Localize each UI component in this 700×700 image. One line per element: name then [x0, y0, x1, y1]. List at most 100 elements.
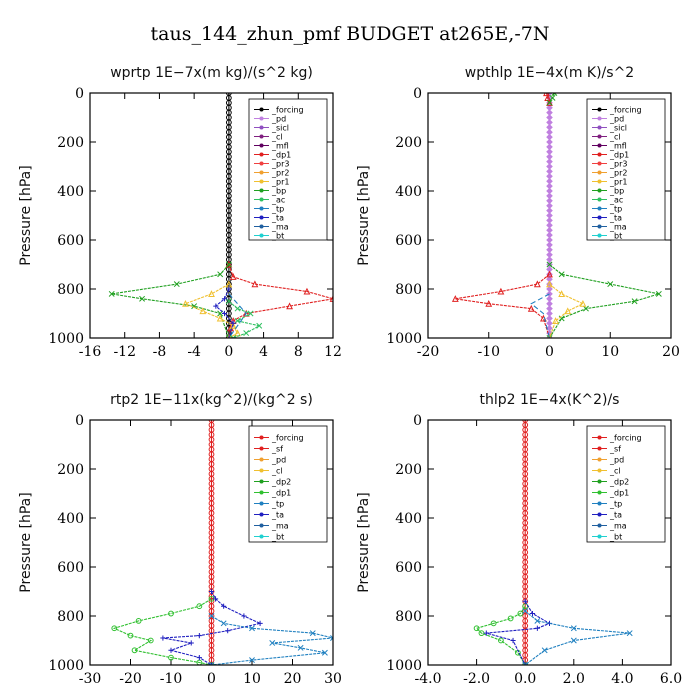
legend-entry: _tp: [609, 500, 622, 509]
data-point: [241, 613, 247, 619]
series-line-ta: [211, 615, 333, 665]
legend-entry: _pr1: [609, 178, 627, 187]
legend-marker: [259, 435, 264, 440]
data-point: [188, 640, 194, 646]
data-point: [216, 314, 224, 322]
y-axis-label: Pressure [hPa]: [18, 492, 34, 592]
figure-title: taus_144_zhun_pmf BUDGET at265E,-7N: [151, 23, 550, 45]
panel-title: wprtp 1E−7x(m kg)/(s^2 kg): [110, 65, 313, 81]
data-point: [147, 637, 154, 644]
data-point: [309, 630, 316, 637]
data-point: [286, 302, 294, 310]
data-point: [196, 603, 203, 610]
legend-entry: _cl: [271, 133, 283, 142]
legend-marker: [597, 134, 602, 139]
chart-panel-2: wpthlp 1E−4x(m K)/s^2 Pressure [hPa] -20 -1…: [356, 65, 680, 360]
data-point: [558, 290, 566, 297]
data-point: [527, 304, 535, 312]
legend-entry: _tp: [271, 205, 284, 214]
legend-entry: _bp: [271, 187, 286, 196]
data-point: [234, 317, 241, 324]
legend-marker: [259, 534, 264, 539]
data-point: [631, 298, 638, 305]
series-group: [111, 420, 333, 665]
legend-entry: _bt: [609, 533, 622, 542]
data-point: [552, 317, 559, 324]
data-point: [490, 620, 497, 627]
legend-marker: [259, 188, 264, 193]
legend-marker: [597, 215, 602, 220]
data-point: [473, 625, 480, 632]
legend-marker: [259, 523, 264, 528]
legend-box: [248, 425, 328, 543]
legend-entry: _tp: [609, 205, 622, 214]
legend-marker: [259, 161, 264, 166]
legend-marker: [597, 152, 602, 157]
legend-marker: [259, 107, 264, 112]
y-tick-label: 400: [57, 184, 84, 200]
data-point: [522, 662, 528, 665]
data-point: [498, 637, 504, 644]
legend-marker: [597, 188, 602, 193]
x-tick-label: 10: [243, 671, 261, 687]
x-tick-label: 2.0: [563, 671, 585, 687]
series-line-ma: [530, 293, 551, 338]
legend-marker: [597, 501, 602, 506]
legend-entry: _pd: [271, 115, 286, 124]
legend-entry: _ta: [609, 214, 622, 223]
legend-entry: _dp1: [609, 151, 629, 160]
series-line-bp: [111, 264, 230, 338]
legend-entry: _pd: [609, 456, 624, 465]
x-tick-label: 20: [662, 344, 680, 360]
x-tick-label: 0.0: [514, 671, 536, 687]
data-point: [607, 281, 614, 288]
x-tick-label: 10: [601, 344, 619, 360]
data-point: [579, 299, 587, 307]
data-point: [230, 335, 237, 338]
data-point: [225, 335, 232, 338]
chart-panel-1: wprtp 1E−7x(m kg)/(s^2 kg) Pressure [hPa]…: [18, 65, 342, 360]
x-tick-label: -20: [119, 671, 142, 687]
data-point: [247, 310, 254, 317]
series-line-dp1: [112, 598, 212, 665]
legend-marker: [597, 457, 602, 462]
data-point: [655, 290, 662, 297]
x-tick-label: -30: [79, 671, 102, 687]
data-point: [533, 280, 541, 288]
legend-marker: [259, 197, 264, 202]
chart-panels: wprtp 1E−7x(m kg)/(s^2 kg) Pressure [hPa]…: [18, 65, 682, 687]
legend-entry: _pd: [271, 456, 286, 465]
x-tick-label: -4.0: [415, 671, 442, 687]
data-point: [182, 299, 189, 307]
data-point: [225, 628, 231, 634]
data-point: [330, 635, 333, 642]
data-point: [131, 647, 138, 654]
y-tick-label: 600: [57, 560, 84, 576]
legend-marker: [259, 116, 264, 121]
data-point: [451, 295, 459, 302]
data-point: [168, 610, 174, 617]
data-point: [582, 305, 589, 312]
data-point: [196, 633, 202, 639]
data-point: [208, 613, 215, 619]
data-point: [225, 261, 232, 268]
legend-entry: _forcing: [271, 434, 304, 443]
legend-entry: _cl: [271, 467, 283, 476]
legend-marker: [597, 206, 602, 211]
data-point: [570, 637, 577, 644]
data-point: [546, 261, 553, 268]
x-tick-label: -8: [153, 344, 167, 360]
y-axis-label: Pressure [hPa]: [356, 492, 372, 592]
legend-marker: [597, 197, 602, 202]
y-axis-label: Pressure [hPa]: [356, 165, 372, 265]
legend-marker: [259, 501, 264, 506]
data-point: [558, 315, 565, 322]
series-group: [108, 93, 333, 338]
data-point: [249, 625, 255, 632]
data-point: [541, 647, 548, 654]
x-tick-label: 0: [207, 671, 216, 687]
series-group: [473, 420, 633, 665]
legend-marker: [259, 179, 264, 184]
plot-frame: [89, 92, 334, 339]
plot-frame: [427, 92, 672, 339]
